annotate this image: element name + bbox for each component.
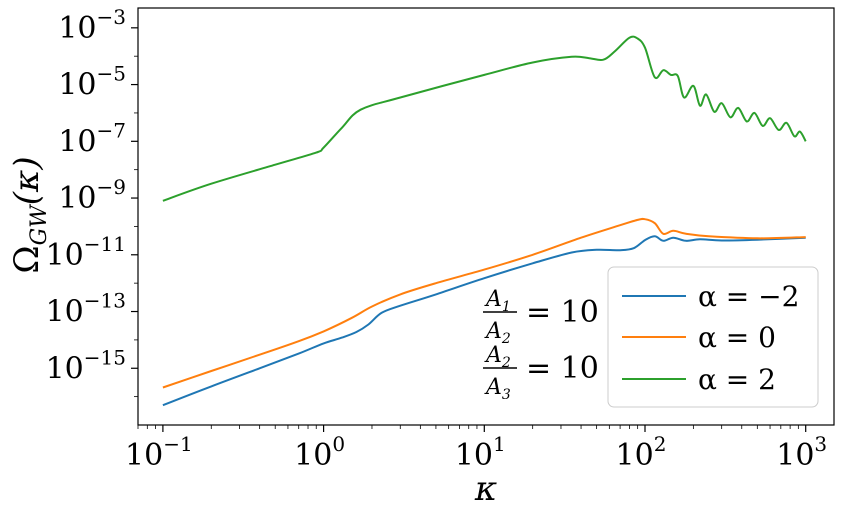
y-tick-label: 10−11	[46, 232, 126, 273]
y-tick-label: 10−7	[58, 118, 126, 159]
y-tick-label: 10−15	[46, 345, 126, 386]
annotation-1-equals: = 10	[526, 295, 599, 330]
legend-box	[607, 266, 819, 408]
y-tick-label: 10−5	[58, 62, 126, 103]
annotation-2-equals: = 10	[526, 351, 599, 386]
y-tick-label: 10−9	[58, 175, 126, 216]
y-axis-label-base: Ω	[7, 245, 47, 273]
annotation-ratio-a1-a2: A1 A2 = 10	[483, 287, 599, 347]
legend-label-alpha-0: α = 0	[698, 321, 776, 354]
y-axis-label-sub: GW	[27, 203, 52, 246]
y-tick-label: 10−13	[46, 289, 126, 330]
x-tick-label: 101	[455, 432, 506, 473]
series-line-alpha-0	[162, 217, 806, 389]
annotation-2-denominator: A3	[484, 375, 511, 403]
series-line-alpha-2	[162, 35, 807, 202]
plot-frame	[137, 7, 835, 426]
x-tick-label: 100	[294, 432, 345, 473]
series-lines	[162, 35, 807, 407]
legend: α = −2 α = 0 α = 2	[607, 266, 819, 408]
legend-label-alpha-neg2: α = −2	[698, 280, 799, 313]
annotation-1-numerator: A1	[484, 287, 511, 315]
x-tick-label: 103	[776, 432, 827, 473]
svg-text:ΩGW(κ): ΩGW(κ)	[7, 156, 52, 273]
y-axis-label-arg: (κ)	[7, 156, 47, 205]
annotation-ratio-a2-a3: A2 A3 = 10	[483, 343, 599, 403]
x-axis-label: κ	[474, 469, 497, 509]
series-line-alpha-neg2	[162, 235, 806, 407]
x-tick-label: 10−1	[125, 432, 193, 473]
annotation-2-numerator: A2	[484, 343, 511, 371]
axis-ticks: 10−1 100 101 102 103 10−3 10−5 10−7 10−9 10−11 10−…	[46, 5, 828, 473]
legend-label-alpha-2: α = 2	[698, 363, 776, 396]
annotation-1-denominator: A2	[484, 319, 511, 347]
x-tick-label: 102	[616, 432, 667, 473]
y-axis-label: ΩGW(κ)	[7, 156, 52, 273]
y-tick-label: 10−3	[58, 5, 126, 46]
